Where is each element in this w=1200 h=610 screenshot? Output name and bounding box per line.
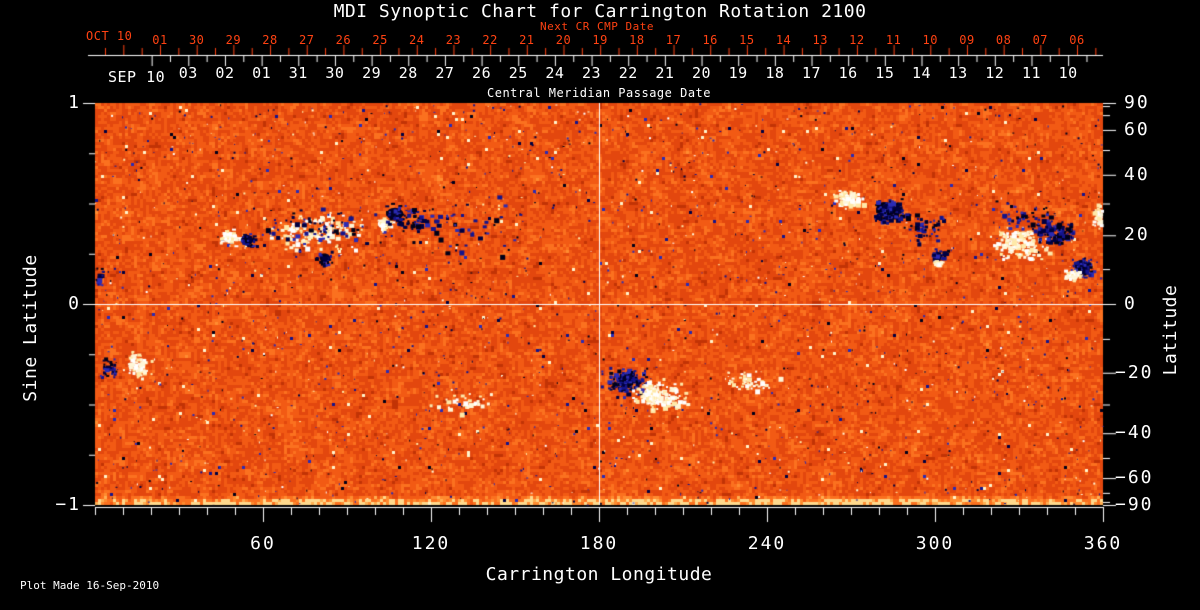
latitude-tick-label: −40: [1115, 422, 1154, 444]
cmp-month-label: SEP 10: [108, 68, 166, 86]
cmp-day-label: 24: [545, 64, 565, 82]
sine-latitude-tick-label: −1: [55, 494, 81, 515]
sine-latitude-tick-label: 0: [68, 293, 81, 314]
next-cr-day-label: 15: [739, 33, 755, 47]
longitude-tick-label: 360: [1083, 533, 1123, 554]
cmp-day-label: 01: [252, 64, 272, 82]
next-cr-day-label: 21: [519, 33, 535, 47]
cmp-day-label: 10: [1058, 64, 1078, 82]
cmp-day-label: 13: [948, 64, 968, 82]
cmp-day-label: 25: [508, 64, 528, 82]
cmp-day-label: 12: [985, 64, 1005, 82]
y-axis-left-title: Sine Latitude: [20, 254, 41, 402]
cmp-day-label: 18: [765, 64, 785, 82]
latitude-tick-label: −60: [1115, 467, 1154, 489]
next-cr-day-label: 12: [849, 33, 865, 47]
cmp-day-label: 15: [875, 64, 895, 82]
next-cr-axis-label: Next CR CMP Date: [540, 20, 654, 33]
next-cr-day-label: 16: [702, 33, 718, 47]
next-cr-day-label: 24: [409, 33, 425, 47]
cmp-day-label: 19: [728, 64, 748, 82]
next-cr-day-label: 09: [959, 33, 975, 47]
latitude-tick-label: 0: [1124, 293, 1137, 314]
next-cr-day-label: 25: [372, 33, 388, 47]
next-cr-day-label: 17: [665, 33, 682, 47]
next-cr-day-label: 26: [335, 33, 352, 47]
next-cr-day-label: 08: [995, 33, 1012, 47]
cmp-day-label: 03: [178, 64, 198, 82]
next-cr-day-label: 29: [225, 33, 242, 47]
plot-made-timestamp: Plot Made 16-Sep-2010: [20, 579, 160, 592]
latitude-tick-label: −20: [1115, 361, 1154, 383]
longitude-tick-label: 300: [915, 533, 955, 554]
cmp-day-label: 11: [1021, 64, 1041, 82]
next-cr-day-label: 22: [482, 33, 498, 47]
longitude-tick-label: 240: [747, 533, 787, 554]
chart-title: MDI Synoptic Chart for Carrington Rotati…: [333, 1, 867, 22]
cmp-day-label: 23: [582, 64, 602, 82]
cmp-day-label: 16: [838, 64, 858, 82]
cmp-day-label: 20: [692, 64, 712, 82]
cmp-day-label: 30: [325, 64, 345, 82]
next-cr-day-label: 13: [812, 33, 828, 47]
next-cr-day-label: 28: [262, 33, 278, 47]
cmp-day-label: 02: [215, 64, 235, 82]
y-axis-right-title: Latitude: [1160, 284, 1181, 376]
longitude-tick-label: 120: [411, 533, 451, 554]
next-cr-day-label: 11: [885, 33, 902, 47]
cmp-day-label: 14: [911, 64, 932, 82]
latitude-tick-label: 90: [1124, 92, 1150, 113]
next-cr-day-label: 14: [775, 33, 792, 47]
cmp-day-label: 29: [362, 64, 382, 82]
cmp-day-label: 22: [618, 64, 638, 82]
next-cr-day-label: 01: [152, 33, 168, 47]
cmp-day-label: 17: [801, 64, 822, 82]
next-cr-day-label: 06: [1069, 33, 1085, 47]
next-cr-day-label: 20: [555, 33, 572, 47]
next-cr-day-label: 23: [445, 33, 462, 47]
latitude-tick-label: −90: [1115, 494, 1154, 515]
cmp-day-label: 26: [472, 64, 492, 82]
x-axis-title: Carrington Longitude: [485, 564, 713, 585]
next-cr-month-label: OCT 10: [86, 29, 133, 43]
cmp-day-label: 21: [655, 64, 675, 82]
next-cr-day-label: 19: [592, 33, 608, 47]
cmp-day-label: 28: [398, 64, 418, 82]
longitude-tick-label: 60: [250, 533, 276, 554]
cmp-day-label: 31: [288, 64, 308, 82]
next-cr-day-label: 30: [188, 33, 205, 47]
next-cr-day-label: 18: [629, 33, 645, 47]
longitude-tick-label: 180: [579, 533, 619, 554]
latitude-tick-label: 40: [1124, 163, 1150, 185]
next-cr-day-label: 27: [298, 33, 315, 47]
latitude-tick-label: 20: [1124, 224, 1150, 246]
next-cr-day-label: 10: [922, 33, 938, 47]
next-cr-day-label: 07: [1032, 33, 1049, 47]
cmp-axis-label: Central Meridian Passage Date: [486, 86, 712, 100]
latitude-tick-label: 60: [1124, 118, 1150, 140]
sine-latitude-tick-label: 1: [68, 92, 81, 113]
cmp-day-label: 27: [435, 64, 455, 82]
